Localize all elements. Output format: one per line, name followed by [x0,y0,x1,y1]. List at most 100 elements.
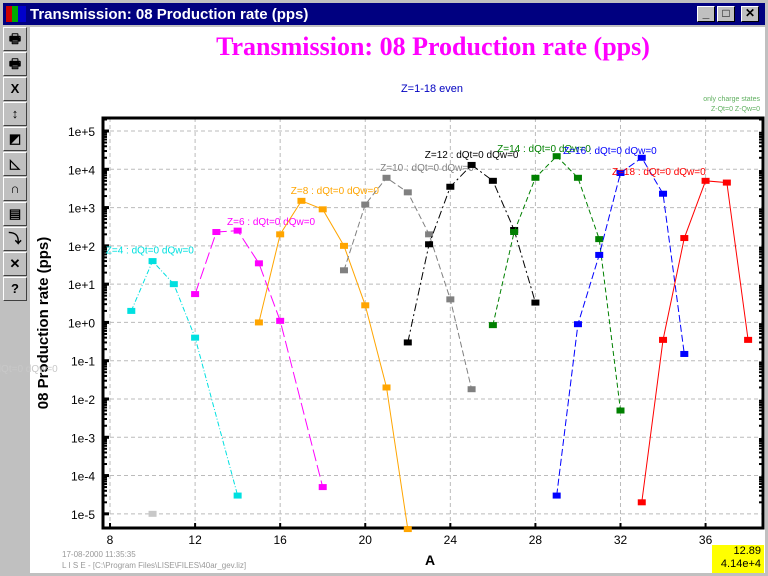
y-tick-label: 1e+0 [68,316,95,330]
data-point [446,183,455,190]
title-bar: Transmission: 08 Production rate (pps) _… [3,3,765,25]
data-point [722,179,731,186]
data-point [191,291,200,298]
data-point [297,197,306,204]
data-point [318,206,327,213]
file-path: L I S E - [C:\Program Files\LISE\FILES\4… [62,561,247,570]
data-point [318,484,327,491]
x-tick-label: 24 [444,533,458,547]
series-label: Z=2 : dQt=0 dQw=0 [0,364,58,375]
data-point [276,317,285,324]
series-label: Z=6 : dQt=0 dQw=0 [227,217,316,228]
x-tick-label: 16 [273,533,287,547]
data-point [573,321,582,328]
data-point [339,242,348,249]
data-point [425,231,434,238]
data-point [680,235,689,242]
cursor-readout: 12.89 4.14e+4 [712,545,764,573]
series-line-6 [492,155,621,411]
y-tick-label: 1e+1 [68,278,95,292]
y-tick-label: 1e-5 [71,508,95,522]
print-color-icon[interactable]: 🖶 [3,52,27,76]
maximize-button[interactable]: □ [717,6,735,22]
x-tick-label: 32 [614,533,628,547]
series-label: Z=14 : dQt=0 dQw=0 [497,144,591,155]
print-icon[interactable]: 🖶 [3,27,27,51]
data-point [552,153,561,160]
x-tick-label: 28 [529,533,543,547]
series-label: Z=16 : dQt=0 dQw=0 [563,146,657,157]
x-tick-label: 36 [699,533,713,547]
data-point [659,190,668,197]
data-point [531,174,540,181]
footer: 17-08-2000 11:35:35 L I S E - [C:\Progra… [62,549,246,571]
data-point [467,161,476,168]
data-point [446,296,455,303]
series-label: Z=4 : dQt=0 dQw=0 [106,246,195,257]
legend-icon[interactable]: ▤ [3,202,27,226]
color-palette-icon[interactable]: ◩ [3,127,27,151]
data-point [191,334,200,341]
data-point [148,258,157,265]
data-point [403,339,412,346]
x-axis-label: A [425,552,435,568]
y-tick-label: 1e+2 [68,240,95,254]
series-line-1 [130,260,239,496]
y-tick-label: 1e-2 [71,393,95,407]
data-point [552,492,561,499]
data-point [233,492,242,499]
plot-options-icon[interactable]: ◺ [3,152,27,176]
data-point [254,260,263,267]
data-point [595,251,604,258]
x-tick-label: 12 [188,533,202,547]
series-line-5 [407,164,536,343]
plot-frame [101,116,765,530]
data-point [361,302,370,309]
data-point [148,510,157,517]
y-axis-icon[interactable]: ↕ [3,102,27,126]
curve-fit-icon[interactable]: ∩ [3,177,27,201]
toolbar: 🖶 🖶 X ↕ ◩ ◺ ∩ ▤ ⤵ ✕? [3,27,29,302]
series-label: Z=10 : dQt=0 dQw=0 [380,163,474,174]
series-label: Z=8 : dQt=0 dQw=0 [291,186,380,197]
data-point [425,241,434,248]
data-point [595,236,604,243]
data-point [701,177,710,184]
y-tick-label: 1e+4 [68,163,95,177]
app-icon [6,6,26,22]
y-tick-label: 1e-4 [71,470,95,484]
export-icon[interactable]: ⤵ [3,227,27,251]
note-line-2: Z-Qt=0 Z-Qw=0 [711,106,760,113]
data-point [339,267,348,274]
data-point [616,170,625,177]
data-point [659,336,668,343]
close-button[interactable]: ✕ [741,6,759,22]
data-point [361,201,370,208]
data-point [488,322,497,329]
data-point [680,350,689,357]
series-label: Z=18 : dQt=0 dQw=0 [612,167,706,178]
timestamp: 17-08-2000 11:35:35 [62,550,136,559]
chart-title: Transmission: 08 Production rate (pps) [216,32,650,61]
data-point [233,227,242,234]
data-point [637,154,646,161]
readout-x: 12.89 [733,545,761,557]
data-point [488,177,497,184]
y-tick-label: 1e-1 [71,355,95,369]
x-tick-label: 8 [107,533,114,547]
data-point [531,299,540,306]
data-point [403,526,412,533]
data-point [276,231,285,238]
data-point [573,174,582,181]
note-line-1: only charge states [703,96,760,103]
y-tick-label: 1e+3 [68,202,95,216]
x-axis-icon[interactable]: X [3,77,27,101]
data-point [254,319,263,326]
chart-subtitle: Z=1-18 even [401,83,463,95]
cancel-icon[interactable]: ✕ [3,252,27,276]
readout-y: 4.14e+4 [720,558,761,570]
data-point [169,281,178,288]
help-icon[interactable]: ? [3,277,27,301]
y-tick-label: 1e+5 [68,125,95,139]
minimize-button[interactable]: _ [697,6,715,22]
